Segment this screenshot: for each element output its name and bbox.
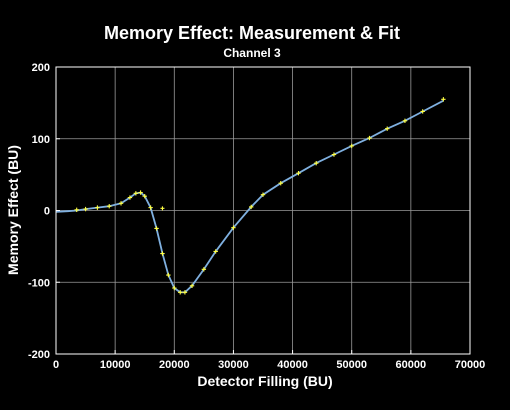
measurement-points-layer bbox=[74, 97, 446, 295]
measurement-point bbox=[189, 283, 195, 289]
measurement-point bbox=[402, 118, 408, 124]
measurement-point bbox=[127, 195, 133, 200]
measurement-point bbox=[148, 205, 153, 210]
y-tick-label: 100 bbox=[32, 134, 50, 146]
x-tick-label: 10000 bbox=[100, 359, 131, 371]
measurement-point bbox=[248, 204, 254, 210]
x-tick-label: 30000 bbox=[218, 359, 249, 371]
x-tick-label: 70000 bbox=[455, 359, 486, 371]
measurement-point bbox=[166, 272, 171, 278]
measurement-point bbox=[201, 267, 207, 272]
y-tick-label: 200 bbox=[32, 62, 50, 74]
measurement-point bbox=[213, 249, 218, 254]
measurement-point bbox=[385, 126, 390, 131]
x-tick-label: 40000 bbox=[277, 359, 308, 371]
y-axis-ticks: -200 -100 0 100 200 bbox=[28, 62, 60, 361]
outlier-point bbox=[160, 206, 165, 211]
measurement-point bbox=[138, 190, 143, 195]
measurement-point bbox=[172, 285, 177, 291]
measurement-point bbox=[296, 170, 301, 176]
measurement-point bbox=[133, 191, 139, 196]
measurement-point bbox=[154, 226, 159, 231]
chart-subtitle: Channel 3 bbox=[223, 46, 281, 60]
measurement-point bbox=[420, 109, 425, 114]
y-tick-label: 0 bbox=[44, 206, 50, 218]
x-tick-label: 0 bbox=[53, 359, 59, 371]
measurement-point bbox=[160, 251, 165, 256]
fit-line bbox=[55, 99, 444, 294]
measurement-point bbox=[95, 205, 100, 210]
x-axis-label: Detector Filling (BU) bbox=[197, 373, 332, 389]
measurement-point bbox=[142, 193, 147, 199]
measurement-point bbox=[278, 181, 283, 186]
measurement-point bbox=[260, 192, 266, 197]
measurement-point bbox=[231, 225, 236, 230]
fit-line-layer bbox=[55, 99, 444, 294]
y-tick-label: -100 bbox=[28, 277, 50, 289]
measurement-point bbox=[182, 290, 188, 295]
measurement-point bbox=[331, 152, 337, 157]
measurement-point bbox=[314, 160, 319, 166]
measurement-point bbox=[83, 206, 88, 212]
measurement-point bbox=[107, 203, 112, 209]
x-axis-ticks: 0 10000 20000 30000 40000 50000 60000 70000 bbox=[53, 350, 485, 371]
measurement-point bbox=[349, 143, 354, 149]
chart-title: Memory Effect: Measurement & Fit bbox=[104, 23, 400, 43]
x-tick-label: 20000 bbox=[159, 359, 190, 371]
measurement-point bbox=[441, 97, 446, 102]
x-tick-label: 50000 bbox=[336, 359, 367, 371]
y-axis-label: Memory Effect (BU) bbox=[5, 145, 21, 275]
measurement-point bbox=[74, 207, 79, 212]
measurement-point bbox=[118, 201, 124, 206]
x-tick-label: 60000 bbox=[396, 359, 427, 371]
y-tick-label: -200 bbox=[28, 349, 50, 361]
measurement-point bbox=[367, 135, 372, 141]
measurement-point bbox=[178, 290, 183, 295]
